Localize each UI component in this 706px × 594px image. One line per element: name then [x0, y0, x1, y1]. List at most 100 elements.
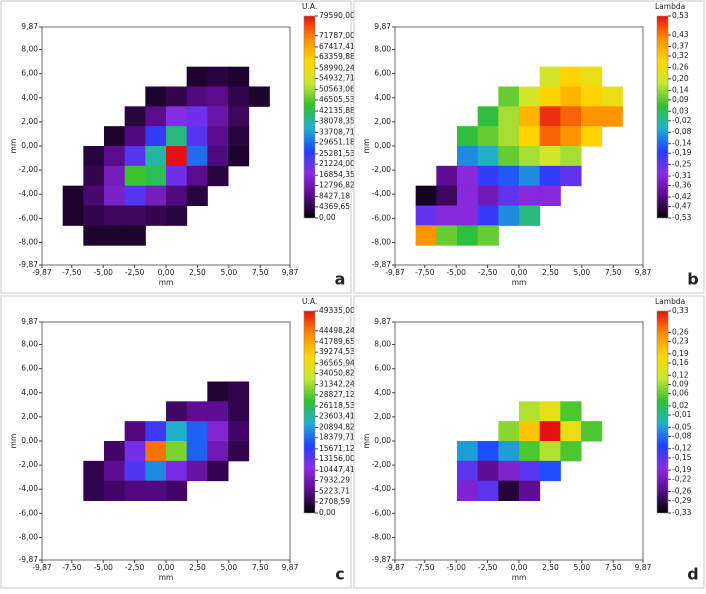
heatmap-cell	[498, 480, 520, 501]
heatmap-cell	[560, 401, 582, 422]
heatmap-cell	[519, 421, 541, 442]
y-tick-label: 6,00	[21, 69, 38, 78]
x-tick-label: -5,00	[93, 268, 113, 277]
colorbar-tick-label: 0,14	[672, 85, 689, 94]
x-tick-label: -9,87	[385, 268, 405, 277]
y-tick-label: -9,87	[19, 260, 39, 269]
heatmap-cell	[248, 86, 270, 107]
heatmap-cell	[581, 86, 603, 107]
heatmap-cell	[519, 106, 541, 127]
heatmap-cell	[124, 106, 146, 127]
heatmap-cell	[415, 225, 437, 246]
heatmap-cell	[519, 205, 541, 226]
heatmap-cell	[457, 225, 479, 246]
heatmap-cell	[436, 165, 458, 187]
heatmap-cell	[104, 205, 126, 226]
heatmap-cell	[477, 225, 499, 246]
heatmap-cell	[145, 86, 167, 107]
panel: -9,87 -7,50 -5,00 -2,50 0,00 2,50 5,00 7,50 9,87…	[353, 0, 705, 294]
x-axis-label: mm	[159, 278, 174, 287]
heatmap-cell	[186, 106, 208, 127]
heatmap-cell	[104, 225, 126, 246]
colorbar-tick-label: 0,23	[672, 337, 689, 346]
x-tick-label: -5,00	[446, 268, 466, 277]
heatmap-cell	[62, 185, 84, 206]
y-tick-label: 4,00	[374, 388, 391, 397]
x-tick-label: 0,00	[511, 563, 528, 572]
heatmap-cell	[124, 185, 146, 206]
heatmap-cell	[207, 460, 229, 482]
colorbar-tick-label: 5223,71	[319, 487, 350, 496]
x-tick-label: 7,50	[605, 563, 622, 572]
heatmap-cell	[166, 441, 188, 462]
y-tick-label: 2,00	[374, 412, 391, 421]
heatmap-cell	[166, 480, 188, 501]
heatmap-cell	[124, 146, 146, 167]
heatmap-cell	[124, 480, 146, 501]
heatmap-cell	[104, 441, 126, 462]
heatmap-cell	[207, 126, 229, 147]
colorbar-tick-label: 4369,65	[319, 202, 350, 211]
x-tick-label: 5,00	[220, 563, 237, 572]
y-tick-label: -2,00	[372, 460, 392, 469]
y-tick-label: -2,00	[372, 165, 392, 174]
heatmap-cell	[539, 401, 561, 422]
heatmap-cell	[539, 86, 561, 107]
y-tick-label: -6,00	[19, 213, 39, 222]
heatmap-cell	[457, 441, 479, 462]
heatmap-cell	[145, 421, 167, 442]
y-tick-label: 2,00	[21, 412, 38, 421]
y-tick-label: -4,00	[372, 484, 392, 493]
heatmap-cell	[166, 460, 188, 482]
colorbar-tick-label: -0,05	[672, 422, 692, 431]
heatmap-cell	[83, 225, 105, 246]
colorbar-tick-label: 0,33	[672, 306, 689, 315]
heatmap-cell	[124, 421, 146, 442]
heatmap-cell	[477, 480, 499, 501]
heatmap-cell	[228, 106, 250, 127]
heatmap-cell	[145, 106, 167, 127]
heatmap-cell	[539, 106, 561, 127]
heatmap-cell	[145, 205, 167, 226]
y-tick-label: 2,00	[21, 117, 38, 126]
heatmap-cell	[519, 460, 541, 482]
heatmap-cell	[207, 421, 229, 442]
heatmap-cell	[498, 165, 520, 187]
colorbar-tick-label: 0,00	[319, 508, 336, 517]
heatmap-cell	[477, 165, 499, 187]
heatmap-cell	[228, 126, 250, 147]
heatmap-cell	[539, 165, 561, 187]
panel-letter: b	[687, 270, 698, 289]
x-tick-label: 2,50	[189, 268, 206, 277]
x-tick-label: -7,50	[415, 268, 435, 277]
colorbar-tick-label: -0,02	[672, 116, 692, 125]
x-tick-label: 2,50	[189, 563, 206, 572]
colorbar-tick-label: -0,15	[672, 453, 692, 462]
colorbar-tick-label: -0,25	[672, 160, 692, 169]
heatmap-cell	[228, 441, 250, 462]
colorbar-label: Lambda	[655, 2, 685, 11]
colorbar	[303, 310, 316, 514]
colorbar-tick-label: -0,01	[672, 410, 692, 419]
heatmap-cell	[186, 401, 208, 422]
heatmap-cell	[166, 126, 188, 147]
x-tick-label: 7,50	[252, 268, 269, 277]
heatmap-cell	[124, 165, 146, 187]
colorbar-tick-label: 26118,53	[319, 401, 355, 410]
colorbar-tick-label: 67417,41	[319, 42, 355, 51]
heatmap-cell	[228, 401, 250, 422]
heatmap-cell	[457, 460, 479, 482]
x-tick-label: -7,50	[62, 268, 82, 277]
x-tick-label: 2,50	[542, 268, 559, 277]
heatmap-cell	[477, 460, 499, 482]
x-tick-label: -9,87	[32, 268, 52, 277]
heatmap-cell	[539, 441, 561, 462]
heatmap-cell	[166, 421, 188, 442]
y-tick-label: 6,00	[374, 69, 391, 78]
colorbar-tick-label: 39274,53	[319, 347, 355, 356]
y-tick-label: 6,00	[374, 364, 391, 373]
heatmap-cell	[457, 185, 479, 206]
x-tick-label: 7,50	[605, 268, 622, 277]
heatmap-cell	[498, 106, 520, 127]
y-tick-label: 2,00	[374, 117, 391, 126]
